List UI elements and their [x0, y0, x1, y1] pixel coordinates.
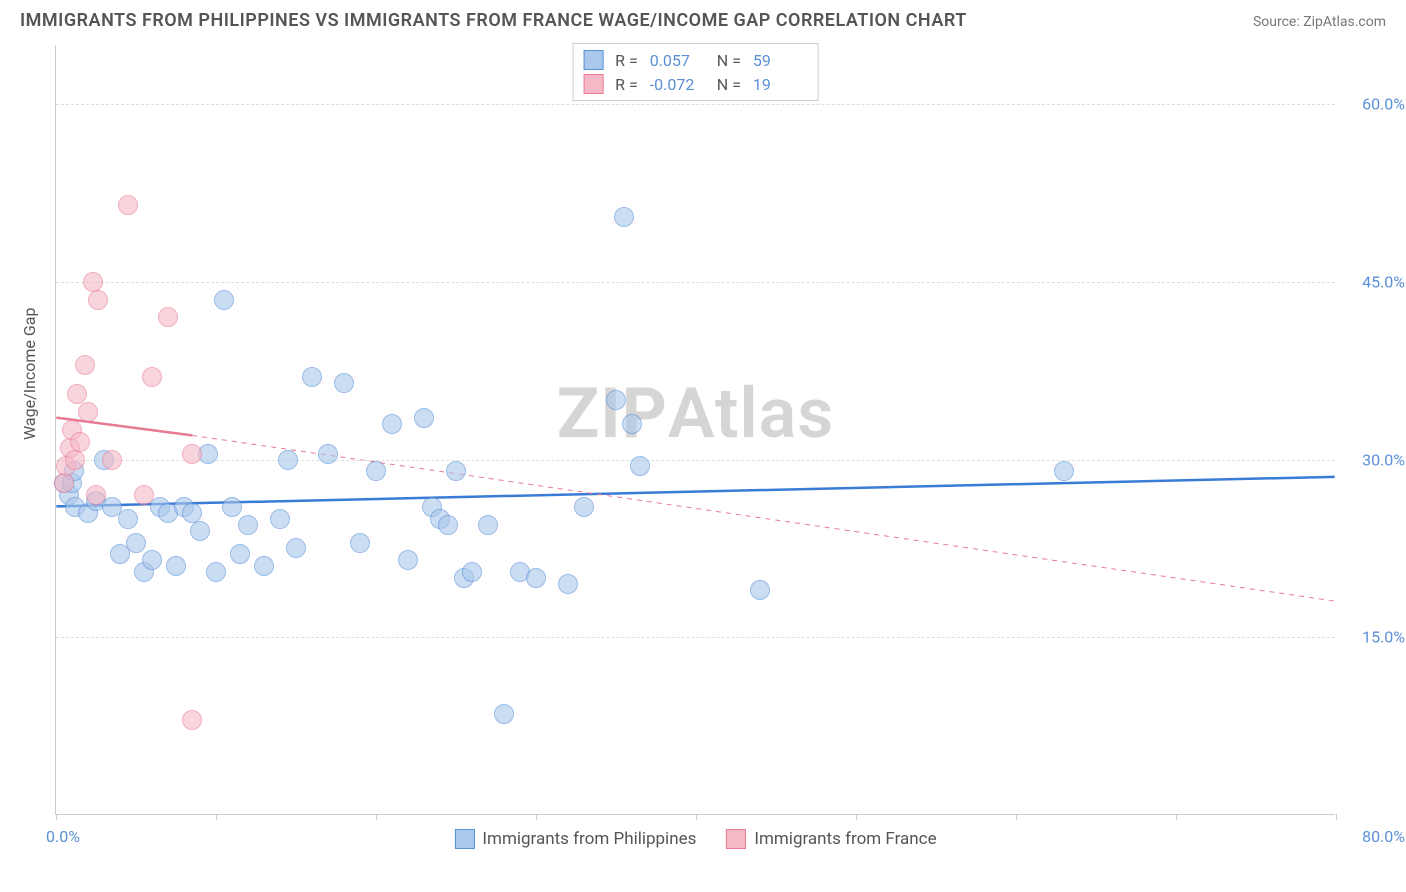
point-philippines: [126, 533, 146, 553]
point-philippines: [630, 456, 650, 476]
point-france: [88, 290, 108, 310]
y-axis-label: Wage/Income Gap: [20, 308, 39, 440]
x-tick: [536, 814, 537, 820]
chart-title: IMMIGRANTS FROM PHILIPPINES VS IMMIGRANT…: [20, 10, 967, 31]
point-philippines: [334, 373, 354, 393]
point-france: [78, 402, 98, 422]
point-philippines: [286, 538, 306, 558]
x-tick: [1016, 814, 1017, 820]
x-axis-min-label: 0.0%: [46, 827, 80, 846]
y-tick-label: 30.0%: [1345, 450, 1405, 469]
point-philippines: [494, 704, 514, 724]
point-france: [86, 485, 106, 505]
x-tick: [1336, 814, 1337, 820]
point-philippines: [254, 556, 274, 576]
trend-lines: [56, 45, 1335, 814]
point-france: [134, 485, 154, 505]
point-philippines: [478, 515, 498, 535]
x-tick: [216, 814, 217, 820]
y-tick-label: 15.0%: [1345, 628, 1405, 647]
point-france: [142, 367, 162, 387]
point-philippines: [462, 562, 482, 582]
point-france: [182, 444, 202, 464]
scatter-chart: ZIPAtlas R =0.057N =59R =-0.072N =19 Imm…: [55, 45, 1335, 815]
legend-series-item: Immigrants from Philippines: [454, 829, 696, 849]
point-france: [65, 450, 85, 470]
point-france: [118, 195, 138, 215]
x-tick: [56, 814, 57, 820]
x-tick: [696, 814, 697, 820]
x-tick: [856, 814, 857, 820]
point-france: [67, 384, 87, 404]
point-france: [158, 307, 178, 327]
legend-correlation-row: R =-0.072N =19: [583, 72, 808, 96]
point-philippines: [382, 414, 402, 434]
y-tick-label: 60.0%: [1345, 95, 1405, 114]
legend-swatch: [726, 829, 746, 849]
point-philippines: [142, 550, 162, 570]
source-attribution: Source: ZipAtlas.com: [1253, 14, 1386, 30]
point-france: [54, 473, 74, 493]
point-philippines: [278, 450, 298, 470]
point-philippines: [350, 533, 370, 553]
gridline: [56, 282, 1335, 283]
point-philippines: [438, 515, 458, 535]
x-tick: [1176, 814, 1177, 820]
point-philippines: [750, 580, 770, 600]
point-philippines: [214, 290, 234, 310]
point-france: [102, 450, 122, 470]
legend-swatch: [583, 50, 603, 70]
point-france: [83, 272, 103, 292]
y-tick-label: 45.0%: [1345, 272, 1405, 291]
point-philippines: [166, 556, 186, 576]
legend-swatch: [454, 829, 474, 849]
point-philippines: [238, 515, 258, 535]
point-philippines: [190, 521, 210, 541]
point-philippines: [230, 544, 250, 564]
point-philippines: [574, 497, 594, 517]
point-philippines: [366, 461, 386, 481]
point-philippines: [302, 367, 322, 387]
point-philippines: [270, 509, 290, 529]
legend-series-label: Immigrants from Philippines: [482, 829, 696, 849]
x-tick: [376, 814, 377, 820]
point-philippines: [614, 207, 634, 227]
point-philippines: [526, 568, 546, 588]
point-france: [75, 355, 95, 375]
point-france: [70, 432, 90, 452]
point-philippines: [222, 497, 242, 517]
legend-series-label: Immigrants from France: [754, 829, 936, 849]
point-france: [182, 710, 202, 730]
point-philippines: [558, 574, 578, 594]
point-philippines: [446, 461, 466, 481]
legend-swatch: [583, 74, 603, 94]
gridline: [56, 460, 1335, 461]
point-philippines: [118, 509, 138, 529]
point-philippines: [206, 562, 226, 582]
x-axis-max-label: 80.0%: [1362, 827, 1405, 846]
gridline: [56, 104, 1335, 105]
series-legend: Immigrants from Philippines Immigrants fr…: [454, 829, 936, 849]
point-philippines: [606, 390, 626, 410]
point-philippines: [414, 408, 434, 428]
point-philippines: [318, 444, 338, 464]
legend-correlation-row: R =0.057N =59: [583, 48, 808, 72]
point-philippines: [398, 550, 418, 570]
correlation-legend: R =0.057N =59R =-0.072N =19: [572, 43, 819, 101]
point-philippines: [1054, 461, 1074, 481]
gridline: [56, 637, 1335, 638]
legend-series-item: Immigrants from France: [726, 829, 936, 849]
point-philippines: [622, 414, 642, 434]
